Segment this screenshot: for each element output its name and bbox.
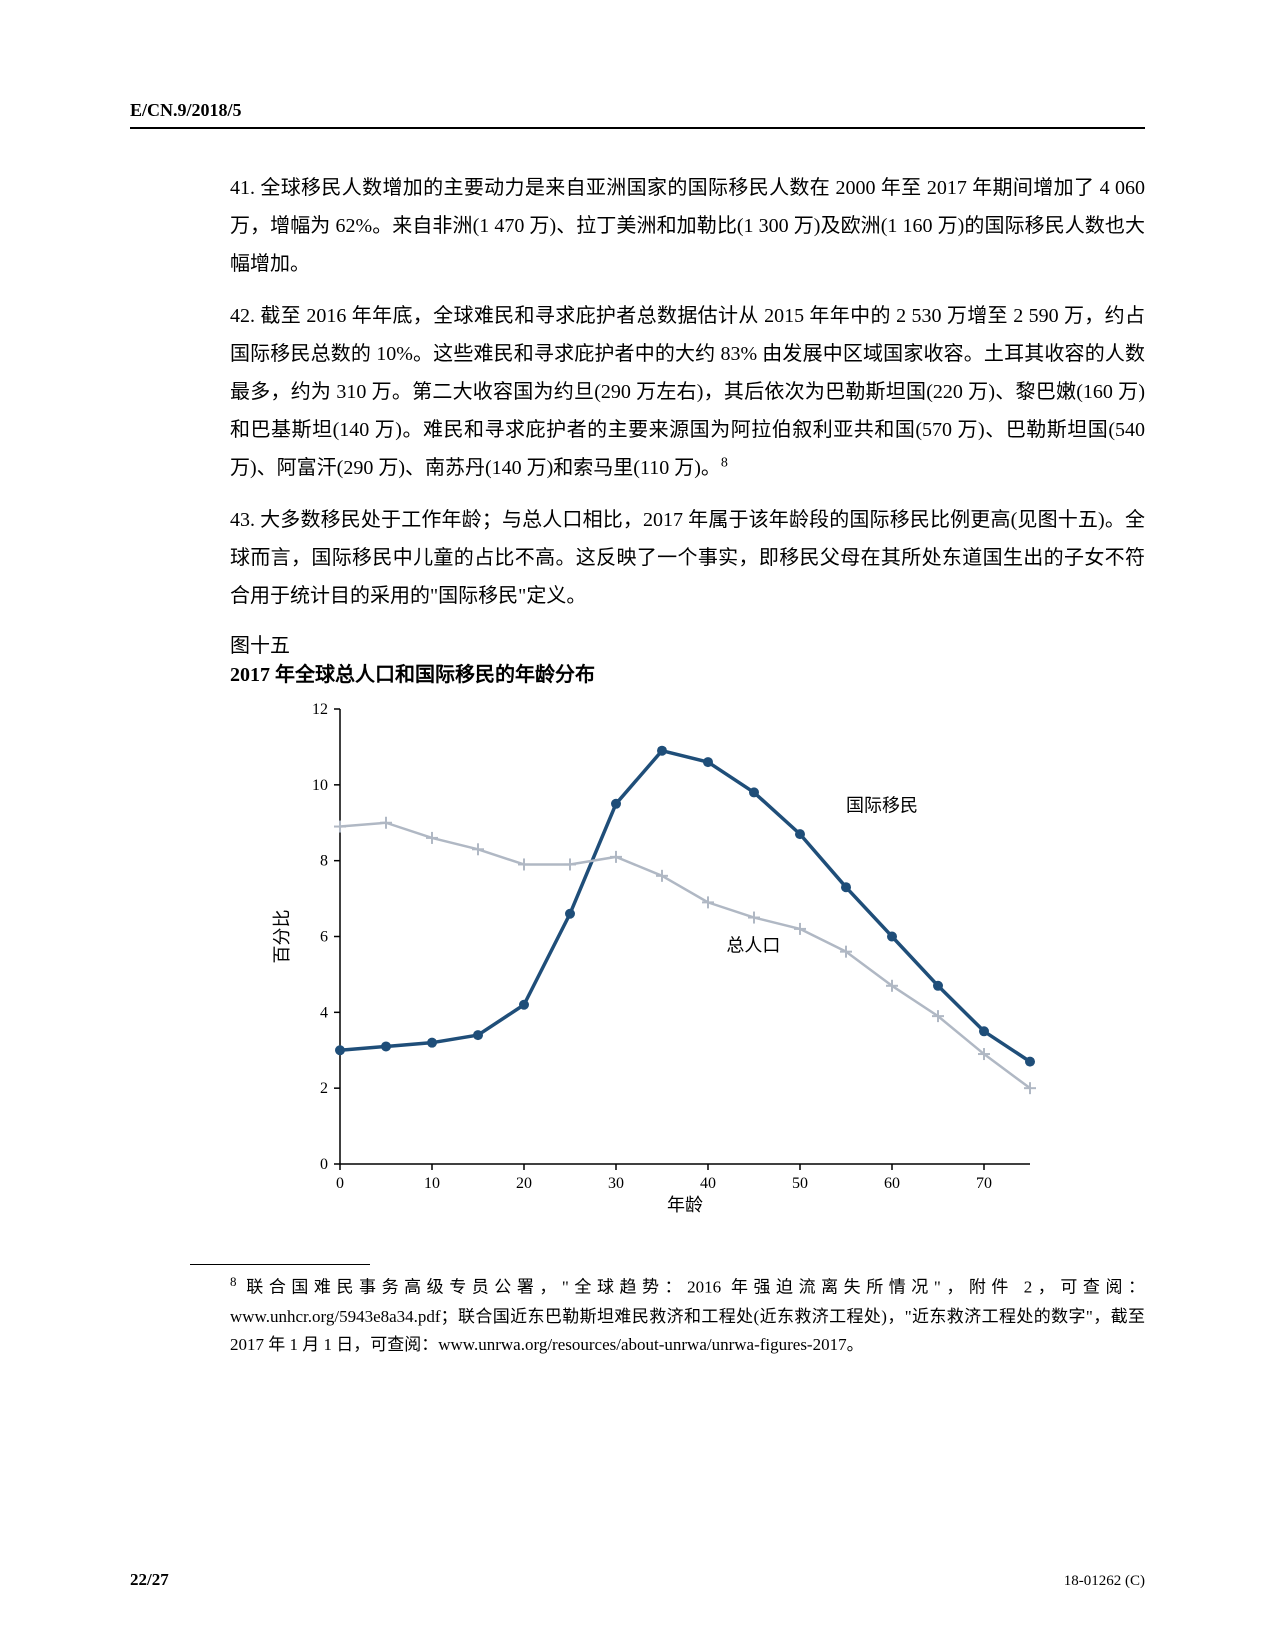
svg-text:12: 12: [312, 701, 328, 718]
doc-symbol-header: E/CN.9/2018/5: [130, 100, 1145, 129]
figure-label: 图十五: [230, 629, 1145, 658]
footnote-rule: [190, 1264, 370, 1265]
paragraph-43: 43. 大多数移民处于工作年龄；与总人口相比，2017 年属于该年龄段的国际移民…: [230, 501, 1145, 615]
paragraph-42-text: 42. 截至 2016 年年底，全球难民和寻求庇护者总数据估计从 2015 年年…: [230, 305, 1145, 479]
svg-text:30: 30: [608, 1175, 624, 1192]
svg-text:年龄: 年龄: [667, 1195, 703, 1215]
footnote-marker: 8: [230, 1274, 237, 1289]
svg-text:总人口: 总人口: [726, 936, 780, 956]
body-text-block: 41. 全球移民人数增加的主要动力是来自亚洲国家的国际移民人数在 2000 年至…: [230, 169, 1145, 615]
figure-title: 2017 年全球总人口和国际移民的年龄分布: [230, 658, 1145, 687]
chart-container: 0 2 4 6 8 10 12 0 10 20 30 40 50 60 70 年龄 百分比 国际移民总人口: [270, 699, 1145, 1224]
svg-text:4: 4: [320, 1004, 328, 1021]
svg-text:6: 6: [320, 929, 328, 946]
svg-text:40: 40: [700, 1175, 716, 1192]
svg-text:0: 0: [320, 1156, 328, 1173]
svg-text:百分比: 百分比: [272, 910, 292, 964]
paragraph-41: 41. 全球移民人数增加的主要动力是来自亚洲国家的国际移民人数在 2000 年至…: [230, 169, 1145, 283]
doc-code: 18-01262 (C): [1064, 1573, 1145, 1590]
svg-text:50: 50: [792, 1175, 808, 1192]
footnote-8: 8 联合国难民事务高级专员公署，"全球趋势：2016 年强迫流离失所情况"，附件…: [230, 1271, 1145, 1360]
svg-text:国际移民: 国际移民: [846, 795, 918, 815]
svg-text:2: 2: [320, 1080, 328, 1097]
svg-text:20: 20: [516, 1175, 532, 1192]
age-distribution-chart: 0 2 4 6 8 10 12 0 10 20 30 40 50 60 70 年龄 百分比 国际移民总人口: [270, 699, 1050, 1219]
paragraph-42: 42. 截至 2016 年年底，全球难民和寻求庇护者总数据估计从 2015 年年…: [230, 297, 1145, 487]
svg-text:70: 70: [976, 1175, 992, 1192]
svg-text:0: 0: [336, 1175, 344, 1192]
footnote-text: 联合国难民事务高级专员公署，"全球趋势：2016 年强迫流离失所情况"，附件 2…: [230, 1278, 1145, 1355]
svg-text:10: 10: [424, 1175, 440, 1192]
svg-text:60: 60: [884, 1175, 900, 1192]
footnote-ref-8: 8: [721, 455, 728, 470]
svg-text:10: 10: [312, 777, 328, 794]
page-number: 22/27: [130, 1570, 169, 1590]
svg-text:8: 8: [320, 853, 328, 870]
page: E/CN.9/2018/5 41. 全球移民人数增加的主要动力是来自亚洲国家的国…: [0, 0, 1275, 1650]
